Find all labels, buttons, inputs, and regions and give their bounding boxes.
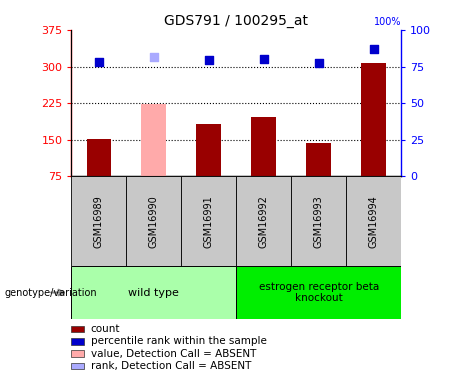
Text: GSM16993: GSM16993 — [313, 195, 324, 248]
Title: GDS791 / 100295_at: GDS791 / 100295_at — [164, 13, 308, 28]
Point — [370, 46, 377, 53]
Text: GSM16992: GSM16992 — [259, 195, 269, 248]
Point — [150, 54, 158, 60]
Point — [205, 57, 213, 63]
Bar — [126, 176, 181, 266]
Bar — [71, 266, 236, 319]
Bar — [142, 104, 166, 176]
Bar — [71, 326, 84, 332]
Text: genotype/variation: genotype/variation — [5, 288, 97, 297]
Bar — [71, 363, 84, 369]
Bar — [181, 176, 236, 266]
Text: percentile rank within the sample: percentile rank within the sample — [91, 336, 267, 346]
Text: 100%: 100% — [373, 17, 401, 27]
Text: GSM16994: GSM16994 — [369, 195, 378, 248]
Bar — [236, 266, 401, 319]
Bar — [71, 176, 126, 266]
Point — [95, 58, 103, 64]
Text: GSM16990: GSM16990 — [149, 195, 159, 248]
Bar — [87, 139, 111, 176]
Bar — [236, 176, 291, 266]
Bar — [251, 117, 276, 176]
Bar — [291, 176, 346, 266]
Bar — [196, 124, 221, 176]
Point — [315, 60, 322, 66]
Text: rank, Detection Call = ABSENT: rank, Detection Call = ABSENT — [91, 361, 251, 371]
Text: GSM16989: GSM16989 — [94, 195, 104, 248]
Bar — [361, 63, 386, 176]
Text: count: count — [91, 324, 120, 334]
Text: value, Detection Call = ABSENT: value, Detection Call = ABSENT — [91, 349, 256, 358]
Point — [260, 56, 267, 62]
Bar — [306, 142, 331, 176]
Bar — [71, 350, 84, 357]
Bar — [346, 176, 401, 266]
Text: GSM16991: GSM16991 — [204, 195, 214, 248]
Bar — [71, 338, 84, 345]
Text: estrogen receptor beta
knockout: estrogen receptor beta knockout — [259, 282, 379, 303]
Text: wild type: wild type — [129, 288, 179, 297]
